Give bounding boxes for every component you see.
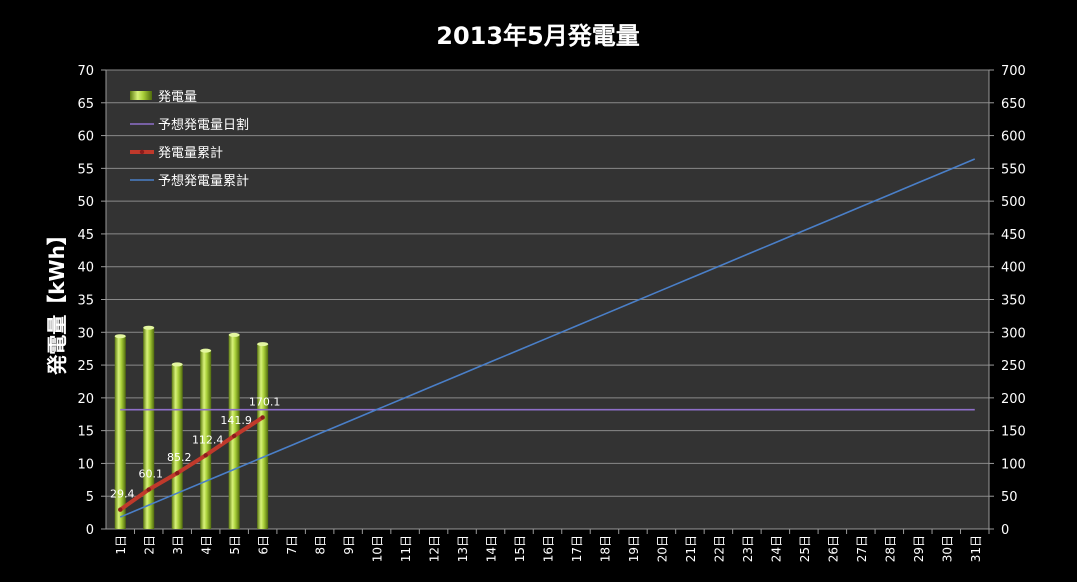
- legend-swatch-marker: [139, 149, 145, 155]
- data-label: 29.4: [110, 488, 135, 501]
- x-tick-label: 28日: [883, 535, 897, 562]
- legend-label: 予想発電量累計: [158, 173, 249, 189]
- x-tick-label: 19日: [627, 535, 641, 562]
- bar-cap: [171, 362, 183, 367]
- y2-tick-label: 450: [1001, 228, 1026, 243]
- y-tick-label: 65: [77, 97, 94, 112]
- x-tick-label: 13日: [456, 535, 470, 562]
- bar-cap: [257, 342, 269, 347]
- bar-cap: [114, 334, 126, 339]
- x-tick-label: 5日: [228, 535, 242, 555]
- cumulative-actual-line: [119, 415, 264, 512]
- cumulative-forecast-line: [119, 158, 976, 518]
- data-label: 112.4: [192, 433, 224, 446]
- cumulative-marker: [118, 507, 123, 512]
- y2-tick-label: 150: [1001, 425, 1026, 440]
- y-tick-label: 70: [77, 64, 94, 79]
- y-tick-label: 35: [77, 294, 94, 309]
- chart-title: 2013年5月発電量: [436, 22, 640, 50]
- x-tick-label: 3日: [171, 535, 185, 555]
- cumulative-marker: [260, 415, 265, 420]
- y-tick-label: 0: [86, 523, 94, 538]
- y2-tick-label: 650: [1001, 97, 1026, 112]
- data-label: 60.1: [138, 468, 163, 481]
- x-tick-label: 6日: [257, 535, 271, 555]
- x-tick-label: 20日: [655, 535, 669, 562]
- bar: [200, 350, 212, 529]
- x-tick-label: 4日: [200, 535, 214, 555]
- y-axis-label: 発電量【kWh】: [45, 225, 69, 376]
- x-tick-label: 14日: [485, 535, 499, 562]
- x-tick-label: 26日: [826, 535, 840, 562]
- x-tick-label: 17日: [570, 535, 584, 562]
- x-tick-label: 22日: [712, 535, 726, 562]
- plot-area: 0510152025303540455055606570050100150200…: [77, 64, 1025, 562]
- legend-swatch-bar: [130, 91, 152, 100]
- cumulative-marker: [146, 487, 151, 492]
- bar-cap: [200, 348, 212, 353]
- bar: [143, 327, 155, 529]
- x-tick-label: 8日: [314, 535, 328, 555]
- legend-label: 発電量累計: [158, 145, 223, 161]
- bar: [114, 336, 126, 529]
- y-tick-label: 45: [77, 228, 94, 243]
- cumulative-marker: [231, 433, 237, 439]
- x-tick-label: 23日: [741, 535, 755, 562]
- y2-tick-label: 700: [1001, 64, 1026, 79]
- bar: [257, 344, 269, 529]
- x-tick-label: 12日: [428, 535, 442, 562]
- y2-tick-label: 600: [1001, 130, 1026, 145]
- x-tick-label: 27日: [855, 535, 869, 562]
- x-tick-label: 11日: [399, 535, 413, 562]
- bar-cap: [143, 325, 155, 330]
- y-tick-label: 10: [77, 457, 94, 472]
- bar: [171, 364, 183, 529]
- y-tick-label: 50: [77, 195, 94, 210]
- x-tick-label: 10日: [371, 535, 385, 562]
- y2-tick-label: 350: [1001, 294, 1026, 309]
- legend-label: 発電量: [158, 90, 197, 105]
- y-tick-label: 20: [77, 392, 94, 407]
- x-tick-label: 25日: [798, 535, 812, 562]
- x-tick-label: 9日: [342, 535, 356, 555]
- x-tick-label: 21日: [684, 535, 698, 562]
- y-tick-label: 60: [77, 130, 94, 145]
- y-tick-label: 30: [77, 326, 94, 341]
- x-tick-label: 24日: [769, 535, 783, 562]
- data-label: 141.9: [220, 414, 252, 427]
- x-tick-label: 18日: [598, 535, 612, 562]
- y2-tick-label: 100: [1001, 457, 1026, 472]
- x-tick-label: 15日: [513, 535, 527, 562]
- data-label: 170.1: [249, 395, 281, 408]
- x-tick-label: 30日: [940, 535, 954, 562]
- y-tick-label: 5: [86, 490, 94, 505]
- cumulative-marker: [175, 470, 180, 476]
- y2-tick-label: 250: [1001, 359, 1026, 374]
- y2-tick-label: 50: [1001, 490, 1018, 505]
- y2-tick-label: 550: [1001, 162, 1026, 177]
- y-tick-label: 25: [77, 359, 94, 374]
- bar: [228, 334, 240, 529]
- cumulative-marker: [203, 453, 208, 458]
- legend-label: 予想発電量日割: [158, 117, 249, 133]
- y-tick-label: 40: [77, 261, 94, 276]
- y2-tick-label: 200: [1001, 392, 1026, 407]
- y-tick-label: 15: [77, 425, 94, 440]
- x-tick-label: 2日: [143, 535, 157, 555]
- x-tick-label: 16日: [542, 535, 556, 562]
- y2-tick-label: 300: [1001, 326, 1026, 341]
- data-label: 85.2: [167, 451, 192, 464]
- bar-cap: [228, 332, 240, 337]
- x-tick-label: 1日: [114, 535, 128, 555]
- x-tick-label: 31日: [969, 535, 983, 562]
- y2-tick-label: 400: [1001, 261, 1026, 276]
- y2-tick-label: 500: [1001, 195, 1026, 210]
- y-tick-label: 55: [77, 162, 94, 177]
- x-tick-label: 29日: [912, 535, 926, 562]
- x-tick-label: 7日: [285, 535, 299, 555]
- y2-tick-label: 0: [1001, 523, 1009, 538]
